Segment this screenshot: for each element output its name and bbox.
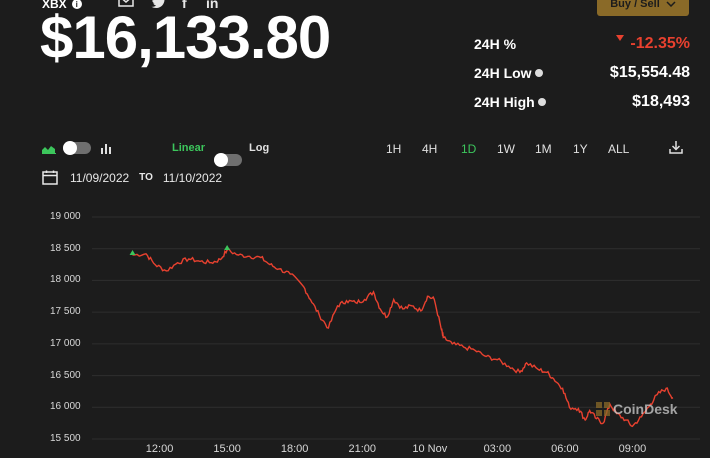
x-tick-label: 12:00 <box>145 443 174 455</box>
log-label[interactable]: Log <box>249 142 270 154</box>
watermark-text: CoinDesk <box>613 401 678 417</box>
linear-label[interactable]: Linear <box>172 142 206 154</box>
toggle-knob <box>63 141 77 155</box>
info-icon[interactable]: i <box>71 0 82 9</box>
high-marker <box>224 244 231 250</box>
range-4h[interactable]: 4H <box>422 142 438 156</box>
buy-sell-label: Buy / Sell <box>610 0 660 10</box>
y-tick-label: 17 000 <box>50 337 81 349</box>
range-1m[interactable]: 1M <box>535 142 552 156</box>
coindesk-logo-icon <box>596 402 610 416</box>
price-series-line <box>132 248 674 428</box>
y-tick-label: 19 000 <box>50 211 81 222</box>
range-1w[interactable]: 1W <box>497 142 515 156</box>
y-tick-label: 18 000 <box>50 274 81 286</box>
facebook-icon[interactable]: f <box>182 0 187 11</box>
area-chart-icon[interactable] <box>42 141 56 159</box>
x-tick-label: 06:00 <box>551 443 579 455</box>
mail-icon[interactable] <box>118 0 134 7</box>
calendar-icon[interactable] <box>42 170 58 185</box>
x-tick-label: 03:00 <box>483 443 512 455</box>
y-tick-label: 18 500 <box>50 242 81 254</box>
stat-value-24h-change: -12.35% <box>616 35 690 53</box>
x-tick-label: 15:00 <box>213 443 241 455</box>
down-triangle-icon <box>616 35 625 41</box>
info-icon[interactable] <box>534 69 543 77</box>
date-to[interactable]: 11/10/2022 <box>162 170 223 185</box>
stat-24h-change-label: 24H % <box>474 36 517 52</box>
chart-type-toggle[interactable] <box>63 141 91 155</box>
facebook-glyph: f <box>182 0 187 11</box>
stat-value-24h-high: $18,493 <box>632 93 690 110</box>
x-tick-label: 21:00 <box>348 443 376 455</box>
range-1d[interactable]: 1D <box>461 142 477 156</box>
bar-chart-icon[interactable] <box>101 141 112 159</box>
linkedin-icon[interactable]: in <box>206 0 218 11</box>
y-tick-label: 16 000 <box>50 401 81 413</box>
stat-label-24h-change: 24H % <box>474 36 516 52</box>
stat-24h-change-value: -12.35% <box>630 35 690 52</box>
chevron-down-icon <box>666 1 676 7</box>
range-all[interactable]: ALL <box>608 142 630 156</box>
high-marker <box>129 250 136 256</box>
stat-24h-high-label: 24H High <box>474 94 535 110</box>
y-tick-label: 17 500 <box>50 306 81 318</box>
download-icon[interactable] <box>669 140 683 159</box>
toggle-knob <box>214 153 228 167</box>
stat-label-24h-low: 24H Low <box>474 65 543 81</box>
ticker-symbol: XBX <box>42 0 67 11</box>
y-tick-label: 15 500 <box>50 433 81 444</box>
scale-toggle[interactable] <box>214 153 242 167</box>
info-icon[interactable] <box>537 98 546 106</box>
stat-value-24h-low: $15,554.48 <box>609 64 690 81</box>
stat-24h-low-label: 24H Low <box>474 65 532 81</box>
stat-label-24h-high: 24H High <box>474 94 546 110</box>
coindesk-watermark: CoinDesk <box>596 401 678 417</box>
current-price: $16,133.80 <box>40 4 331 71</box>
date-to-label: TO <box>139 172 153 183</box>
linkedin-glyph: in <box>206 0 219 11</box>
range-1y[interactable]: 1Y <box>573 142 588 156</box>
y-tick-label: 16 500 <box>50 369 81 381</box>
date-range: 11/09/2022 TO 11/10/2022 <box>42 170 222 185</box>
x-tick-label: 18:00 <box>280 443 309 455</box>
buy-sell-button[interactable]: Buy / Sell <box>597 0 689 16</box>
x-tick-label: 09:00 <box>618 443 647 455</box>
date-from[interactable]: 11/09/2022 <box>70 170 130 185</box>
twitter-icon[interactable] <box>151 0 167 8</box>
x-tick-label: 10 Nov <box>412 443 448 455</box>
range-1h[interactable]: 1H <box>386 142 402 156</box>
ticker-label: XBX i <box>42 0 82 11</box>
